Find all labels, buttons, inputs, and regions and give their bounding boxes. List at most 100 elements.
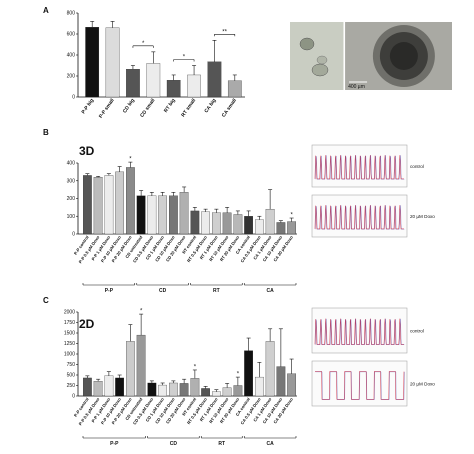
- bar: [201, 211, 210, 235]
- bar: [115, 377, 125, 397]
- significance-label: *: [183, 55, 186, 61]
- bar: [287, 221, 296, 235]
- trace-label: control: [410, 329, 424, 334]
- panel-letter: C: [43, 296, 49, 305]
- bar: [126, 69, 140, 98]
- bar: [187, 74, 201, 98]
- bar: [126, 167, 135, 235]
- trace-line-alt: [315, 155, 405, 180]
- trace-label: 20 µM Doxo: [410, 382, 435, 387]
- bar: [104, 375, 114, 397]
- bar: [115, 171, 125, 235]
- bar: [93, 177, 103, 235]
- bar: [265, 208, 275, 235]
- scale-bar-label: 400 µm: [348, 84, 365, 90]
- cell-cluster: [311, 63, 329, 77]
- bar: [179, 192, 189, 235]
- y-tick-label: 200: [67, 74, 76, 80]
- bar: [287, 373, 296, 397]
- y-tick-label: 600: [67, 32, 76, 38]
- trace-panel: control: [311, 307, 424, 354]
- cell-cluster: [299, 37, 315, 51]
- category-label: P-P big: [81, 98, 96, 115]
- bar: [158, 384, 167, 397]
- bar: [254, 219, 264, 235]
- panel-c: C 2D 0 250 500 750 1000 1250 1500 1750 2000 P-P con…: [43, 296, 435, 447]
- panel-letter: A: [43, 6, 49, 15]
- trace-label: 20 µM Doxo: [410, 214, 435, 219]
- group-label: RT: [218, 441, 225, 447]
- y-tick-label: 800: [67, 11, 76, 17]
- category-label: CD big: [122, 98, 136, 115]
- trace-line: [314, 318, 404, 345]
- bar: [190, 210, 200, 235]
- micrograph-image: 400 µm: [290, 22, 452, 90]
- bar: [233, 385, 243, 397]
- bar: [244, 350, 253, 397]
- panel-letter: B: [43, 128, 49, 137]
- bar: [147, 195, 157, 235]
- bar: [265, 341, 275, 397]
- trace-line: [314, 205, 404, 230]
- bar: [201, 388, 210, 397]
- y-tick-label: 1750: [64, 320, 75, 326]
- y-tick-label: 0: [72, 232, 75, 238]
- trace-frame: [311, 194, 408, 238]
- bar: [222, 212, 232, 235]
- group-label: RT: [213, 288, 220, 294]
- panel-title: 2D: [79, 317, 95, 331]
- y-tick-label: 400: [67, 53, 76, 59]
- y-tick-label: 1500: [64, 331, 75, 337]
- bar: [146, 63, 161, 98]
- group-label: P-P: [105, 288, 114, 294]
- y-tick-label: 500: [67, 373, 76, 379]
- bar: [83, 175, 92, 235]
- significance-label: *: [129, 157, 132, 163]
- bar: [207, 61, 222, 98]
- group-label: P-P: [110, 441, 119, 447]
- micrograph-left: [290, 22, 344, 90]
- trace-frame: [311, 144, 408, 188]
- bar: [104, 175, 114, 235]
- y-tick-label: 300: [67, 178, 76, 184]
- bar: [211, 212, 221, 235]
- category-label: CA small: [221, 97, 238, 118]
- y-tick-label: 1000: [64, 352, 75, 358]
- y-tick-label: 750: [67, 362, 76, 368]
- trace-panel: 20 µM Doxo: [311, 194, 435, 238]
- y-tick-label: 1250: [64, 341, 75, 347]
- significance-label: *: [194, 364, 197, 370]
- bar: [276, 366, 286, 397]
- y-tick-label: 0: [72, 394, 75, 400]
- trace-panel: control: [311, 144, 424, 188]
- trace-frame: [311, 307, 408, 354]
- bar: [85, 27, 100, 98]
- bar: [166, 80, 181, 98]
- trace-line-alt: [315, 318, 405, 345]
- bar: [179, 383, 189, 397]
- trace-line-alt: [315, 205, 405, 230]
- bar: [136, 195, 146, 235]
- cell-cluster: [316, 55, 328, 65]
- category-label: CA big: [204, 98, 218, 114]
- bar: [168, 195, 178, 235]
- bar: [190, 378, 200, 397]
- bar: [93, 381, 103, 397]
- bar: [126, 341, 135, 397]
- spheroid-center: [389, 42, 418, 70]
- significance-label: *: [142, 41, 145, 47]
- group-label: CD: [159, 288, 167, 294]
- bar: [222, 387, 232, 397]
- y-tick-label: 250: [67, 383, 76, 389]
- bar: [147, 382, 157, 397]
- y-tick-label: 2000: [64, 310, 75, 316]
- bar: [244, 216, 253, 235]
- trace-line-alt: [315, 371, 405, 400]
- bar: [276, 222, 286, 235]
- y-tick-label: 100: [67, 214, 76, 220]
- category-label: RT big: [163, 98, 177, 114]
- bar: [254, 376, 264, 397]
- bar: [136, 334, 146, 397]
